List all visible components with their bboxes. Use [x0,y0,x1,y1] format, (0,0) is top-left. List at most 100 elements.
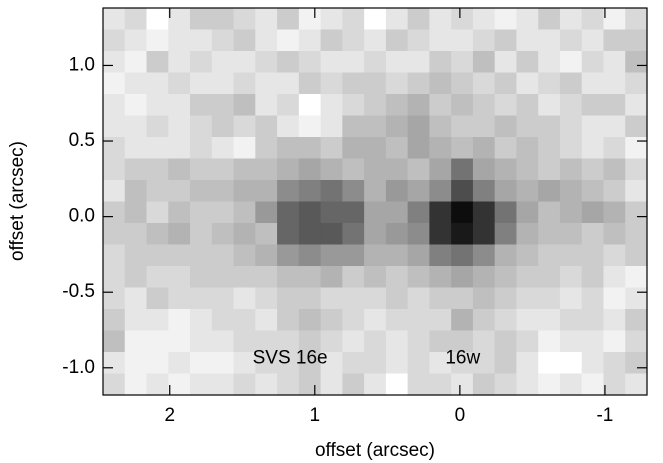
heatmap-cell [625,330,648,353]
heatmap-cell [494,72,518,95]
heatmap-cell [124,309,148,332]
heatmap-cell [581,223,605,246]
heatmap-cell [625,244,648,267]
heatmap-cell [538,309,561,332]
heatmap-cell [385,352,409,375]
heatmap-cell [233,330,256,353]
heatmap-cell [103,373,126,396]
heatmap-cell [103,287,126,310]
heatmap-cell [364,330,387,353]
heatmap-cell [124,287,148,310]
heatmap-cell [516,287,539,310]
heatmap-cell [211,8,235,31]
overlay [103,8,647,395]
heatmap-cell [124,223,148,246]
heatmap-cell [124,115,148,138]
annotation: 16w [445,348,480,369]
heatmap-cell [124,137,148,160]
heatmap-cell [124,180,148,203]
heatmap-cell [320,352,343,375]
heatmap-cell [190,158,213,181]
heatmap-cell [146,244,169,267]
heatmap-cell [298,244,322,267]
heatmap-cell [342,72,365,95]
heatmap-cell [211,94,235,117]
heatmap-cell [124,201,148,224]
heatmap-cell [364,180,387,203]
heatmap-cell [538,287,561,310]
heatmap-cell [168,223,191,246]
heatmap-cell [255,373,278,396]
heatmap-cell [298,158,322,181]
heatmap-cell [320,201,343,224]
heatmap-cell [472,180,496,203]
heatmap-cell [320,287,343,310]
heatmap-cell [255,266,278,289]
heatmap-cell [146,158,169,181]
heatmap-cell [342,223,365,246]
heatmap-cell [190,51,213,74]
heatmap-cell [472,8,496,31]
heatmap-cell [146,266,169,289]
heatmap-cell [190,201,213,224]
heatmap-cell [146,201,169,224]
heatmap-cell [342,137,365,160]
heatmap-cell [211,330,235,353]
heatmap-cell [451,309,474,332]
heatmap-cell [472,29,496,52]
heatmap-cell [103,137,126,160]
heatmap-cell [233,94,256,117]
heatmap-cell [211,180,235,203]
heatmap-cell [298,137,322,160]
heatmap-cell [298,309,322,332]
heatmap-cell [407,266,430,289]
heatmap-cell [211,51,235,74]
heatmap-cell [233,244,256,267]
heatmap-cell [168,244,191,267]
heatmap-cell [298,201,322,224]
heatmap-cell [516,51,539,74]
heatmap-cell [211,158,235,181]
heatmap-cell [364,201,387,224]
heatmap-cell [211,201,235,224]
heatmap-cell [429,180,452,203]
heatmap-cell [146,29,169,52]
heatmap-cell [298,29,322,52]
heatmap-cell [429,330,452,353]
heatmap-cell [342,287,365,310]
heatmap-cell [516,158,539,181]
heatmap-cell [407,373,430,396]
heatmap-cell [581,330,605,353]
heatmap-cell [581,51,605,74]
heatmap-cell [407,115,430,138]
heatmap-cell [190,373,213,396]
heatmap-cell [451,94,474,117]
heatmap-cell [364,137,387,160]
heatmap-cell [559,352,583,375]
heatmap-cell [429,244,452,267]
heatmap-cell [451,330,474,353]
heatmap-cell [581,352,605,375]
heatmap-cell [625,201,648,224]
annotation: SVS 16e [253,348,328,369]
heatmap-cell [429,266,452,289]
heatmap-cell [255,201,278,224]
heatmap-cell [168,266,191,289]
heatmap-cell [103,115,126,138]
heatmap-cell [407,51,430,74]
heatmap-cell [320,115,343,138]
heatmap-cell [103,8,126,31]
heatmap-cell [581,115,605,138]
heatmap-cell [625,29,648,52]
heatmap-cell [146,223,169,246]
heatmap-cell [342,373,365,396]
heatmap-cell [429,201,452,224]
heatmap-cell [168,72,191,95]
heatmap-cell [451,51,474,74]
heatmap-cell [146,352,169,375]
heatmap-cell [625,266,648,289]
heatmap-cell [168,8,191,31]
heatmap-cell [538,373,561,396]
heatmap-cell [559,309,583,332]
